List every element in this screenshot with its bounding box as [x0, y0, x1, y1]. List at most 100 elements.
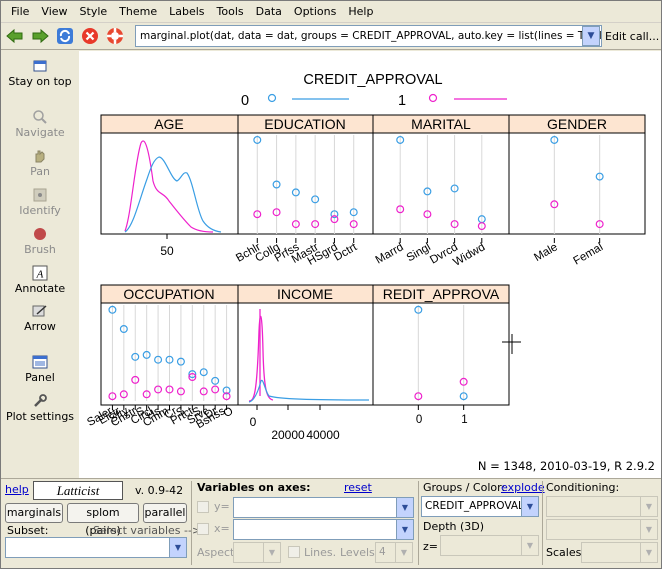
- call-command-input[interactable]: marginal.plot(dat, data = dat, groups = …: [135, 25, 602, 47]
- x-variable-select[interactable]: ▼: [233, 519, 414, 540]
- menu-labels[interactable]: Labels: [169, 4, 205, 18]
- control-panel: help Latticist v. 0.9-42 marginals splom…: [1, 478, 661, 568]
- navigate-button[interactable]: Navigate: [1, 109, 79, 139]
- point-group-1: [423, 210, 432, 219]
- tick-label: Dctrt: [332, 241, 360, 264]
- scales-select[interactable]: ▼: [581, 542, 658, 563]
- legend-title: CREDIT_APPROVAL: [303, 72, 442, 88]
- menu-view[interactable]: View: [41, 4, 68, 18]
- legend-label-1: 1: [398, 93, 406, 109]
- conditioning-select-1[interactable]: ▼: [546, 496, 658, 517]
- point-group-1: [176, 387, 185, 396]
- edit-call-button[interactable]: Edit call...: [605, 30, 660, 43]
- point-group-0: [199, 368, 208, 377]
- lifebuoy-help-icon[interactable]: [104, 25, 126, 47]
- parallel-button[interactable]: parallel: [143, 503, 187, 523]
- stay-on-top-button[interactable]: Stay on top: [1, 58, 79, 88]
- stop-icon[interactable]: [79, 25, 101, 47]
- subset-label: Subset:: [7, 524, 49, 537]
- legend-label-0: 0: [241, 93, 249, 109]
- menu-file[interactable]: File: [11, 4, 30, 18]
- point-group-0: [595, 172, 604, 181]
- income-tick-20000: 20000: [271, 428, 305, 442]
- tick-label: Marrd: [374, 241, 406, 266]
- y-label: y=: [214, 500, 230, 513]
- subset-select[interactable]: ▼: [5, 537, 187, 558]
- menu-style[interactable]: Style: [79, 4, 108, 18]
- groups-select[interactable]: CREDIT_APPROVAL ▼: [421, 496, 539, 517]
- conditioning-select-2[interactable]: ▼: [546, 519, 658, 540]
- refresh-icon[interactable]: [54, 25, 76, 47]
- point-group-1: [330, 215, 339, 224]
- point-group-0: [253, 135, 262, 144]
- tick-label: Male: [532, 241, 560, 264]
- x-label: x=: [214, 522, 230, 535]
- splom-button[interactable]: splom (pairs): [67, 503, 139, 537]
- z-variable-select[interactable]: ▼: [440, 535, 539, 556]
- magnifier-icon: [33, 110, 47, 124]
- panel-age: [100, 132, 239, 235]
- point-group-1: [131, 375, 140, 384]
- point-group-1: [222, 392, 231, 401]
- panel-credit-approval: [372, 302, 510, 406]
- marginals-button[interactable]: marginals: [5, 503, 63, 523]
- tick-label: 0: [416, 414, 422, 426]
- menu-tools[interactable]: Tools: [216, 4, 244, 18]
- pan-button[interactable]: Pan: [1, 148, 79, 178]
- point-group-1: [108, 392, 117, 401]
- point-group-0: [211, 376, 220, 385]
- strip-credit-approval-label: REDIT_APPROVA: [383, 286, 500, 302]
- menu-help[interactable]: Help: [348, 4, 374, 18]
- menu-theme[interactable]: Theme: [119, 4, 158, 18]
- strip-education-label: EDUCATION: [264, 116, 345, 132]
- point-group-1: [142, 390, 151, 399]
- identify-button[interactable]: Identify: [1, 187, 79, 217]
- variables-on-axes-label: Variables on axes:: [197, 481, 311, 494]
- groups-value: CREDIT_APPROVAL: [425, 500, 521, 512]
- navigate-label: Navigate: [15, 126, 65, 139]
- aspect-label: Aspect:: [197, 546, 239, 559]
- arrow-button[interactable]: Arrow: [1, 303, 79, 333]
- menu-data[interactable]: Data: [255, 4, 282, 18]
- y-variable-select[interactable]: ▼: [233, 497, 414, 518]
- plot-settings-button[interactable]: Plot settings: [1, 393, 79, 423]
- explode-link[interactable]: explode: [501, 481, 545, 494]
- back-arrow-icon[interactable]: [4, 25, 26, 47]
- plot-area[interactable]: CREDIT_APPROVAL 0 1 AGE EDUCATION MARITA…: [79, 51, 661, 478]
- point-group-0: [311, 195, 320, 204]
- chevron-down-icon: ▼: [396, 520, 413, 539]
- chevron-down-icon: ▼: [396, 498, 413, 517]
- toolbar: marginal.plot(dat, data = dat, groups = …: [1, 23, 661, 50]
- menu-options[interactable]: Options: [293, 4, 337, 18]
- x-checkbox[interactable]: [197, 523, 209, 535]
- point-group-1: [253, 210, 262, 219]
- scales-label: Scales:: [546, 546, 586, 559]
- panel-button[interactable]: Panel: [1, 354, 79, 384]
- aspect-select[interactable]: ▼: [233, 542, 281, 563]
- arrow-label: Arrow: [24, 320, 56, 333]
- age-density-0: [124, 156, 222, 233]
- income-tick-0: 0: [250, 415, 257, 429]
- y-checkbox[interactable]: [197, 501, 209, 513]
- point-group-0: [423, 187, 432, 196]
- point-group-0: [119, 325, 128, 334]
- legend-point-1: [428, 93, 438, 103]
- annotate-button[interactable]: A Annotate: [1, 265, 79, 295]
- help-link[interactable]: help: [5, 483, 29, 496]
- identify-label: Identify: [19, 204, 61, 217]
- forward-arrow-icon[interactable]: [29, 25, 51, 47]
- chevron-down-icon[interactable]: ▼: [582, 26, 600, 46]
- panel-window-icon: [32, 355, 48, 369]
- groups-color-label: Groups / Color:: [423, 481, 506, 494]
- point-group-1: [154, 385, 163, 394]
- levels-select[interactable]: 4 ▼: [375, 542, 413, 563]
- brush-button[interactable]: Brush: [1, 226, 79, 256]
- point-group-0: [396, 135, 405, 144]
- reset-link[interactable]: reset: [344, 481, 372, 494]
- svg-text:A: A: [36, 269, 44, 281]
- point-group-1: [119, 390, 128, 399]
- arrow-draw-icon: [32, 305, 47, 317]
- crosshair-cursor-icon: [502, 334, 521, 354]
- lines-checkbox[interactable]: [288, 546, 300, 558]
- point-group-0: [450, 184, 459, 193]
